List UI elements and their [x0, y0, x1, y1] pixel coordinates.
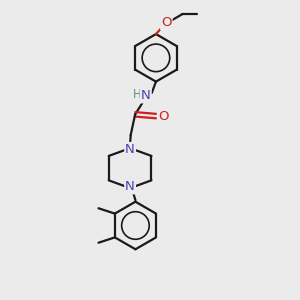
- Text: H: H: [133, 88, 141, 101]
- Text: N: N: [141, 89, 151, 102]
- Text: N: N: [125, 143, 135, 156]
- Text: N: N: [125, 180, 135, 194]
- Text: O: O: [158, 110, 168, 123]
- Text: O: O: [161, 16, 172, 29]
